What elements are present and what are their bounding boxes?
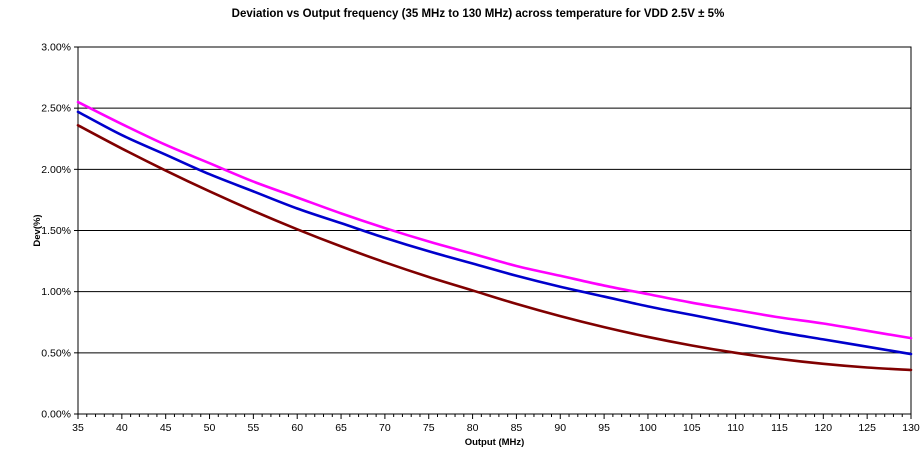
x-tick-label: 90 bbox=[554, 422, 566, 434]
x-tick-label: 95 bbox=[598, 422, 610, 434]
y-tick-label: 2.00% bbox=[41, 164, 71, 176]
x-tick-label: 80 bbox=[467, 422, 479, 434]
x-tick-label: 115 bbox=[771, 422, 788, 434]
y-tick-label: 1.50% bbox=[41, 225, 71, 237]
x-axis-label: Output (MHz) bbox=[465, 437, 525, 448]
y-axis-label: Dev(%) bbox=[32, 214, 43, 246]
x-tick-label: 120 bbox=[815, 422, 833, 434]
y-tick-label: 1.00% bbox=[41, 286, 71, 298]
x-tick-label: 70 bbox=[379, 422, 391, 434]
x-tick-label: 100 bbox=[639, 422, 657, 434]
series-line-3 bbox=[76, 123, 913, 372]
x-tick-label: 125 bbox=[858, 422, 876, 434]
x-tick-label: 105 bbox=[683, 422, 701, 434]
x-tick-label: 65 bbox=[335, 422, 347, 434]
x-tick-label: 50 bbox=[204, 422, 216, 434]
gridlines bbox=[78, 107, 911, 354]
series-line-1 bbox=[76, 100, 913, 340]
x-tick-label: 45 bbox=[160, 422, 172, 434]
series-line-2 bbox=[76, 110, 913, 356]
x-tick-label: 55 bbox=[248, 422, 260, 434]
series-lines bbox=[76, 100, 913, 372]
x-tick-label: 110 bbox=[727, 422, 744, 434]
x-tick-label: 85 bbox=[511, 422, 523, 434]
chart-title: Deviation vs Output frequency (35 MHz to… bbox=[232, 8, 725, 20]
y-tick-label: 2.50% bbox=[41, 103, 71, 115]
x-tick-label: 40 bbox=[116, 422, 128, 434]
x-tick-label: 75 bbox=[423, 422, 435, 434]
y-tick-label: 0.50% bbox=[41, 347, 71, 359]
x-tick-label: 60 bbox=[291, 422, 303, 434]
axes: 0.00% 0.50% 1.00% 1.50% 2.00% 2.50% 3.00% 35 40 4… bbox=[41, 42, 920, 435]
x-tick-label: 35 bbox=[72, 422, 84, 434]
x-tick-label: 130 bbox=[902, 422, 920, 434]
y-tick-label: 3.00% bbox=[41, 42, 71, 54]
y-tick-label: 0.00% bbox=[41, 409, 71, 421]
